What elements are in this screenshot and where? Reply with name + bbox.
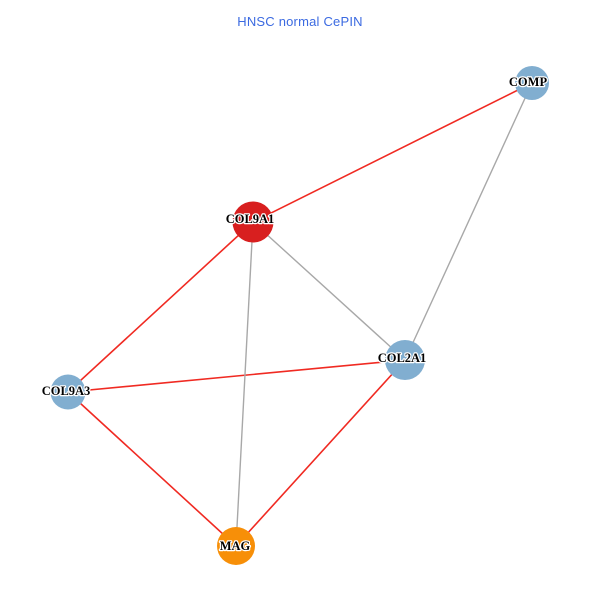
graph-edge-col9a3-mag[interactable]	[67, 391, 237, 547]
graph-edge-col9a3-col2a1[interactable]	[67, 359, 406, 393]
graph-node-col9a3[interactable]	[50, 374, 86, 410]
graph-edge-col9a1-comp[interactable]	[252, 82, 533, 223]
graph-node-mag[interactable]	[217, 527, 255, 565]
graph-node-comp[interactable]	[515, 66, 549, 100]
graph-node-label-col9a3: COL9A3	[42, 384, 91, 398]
graph-edge-col2a1-comp[interactable]	[404, 82, 533, 361]
graph-node-label-mag: MAG	[220, 539, 251, 553]
page-title: HNSC normal CePIN	[237, 14, 363, 29]
graph-edge-col9a1-mag[interactable]	[235, 221, 254, 547]
graph-edge-col2a1-mag[interactable]	[235, 359, 406, 547]
graph-node-col2a1[interactable]	[385, 340, 425, 380]
graph-node-label-col9a1: COL9A1	[226, 212, 275, 226]
graph-edge-col9a1-col9a3[interactable]	[67, 221, 254, 393]
graph-edge-col9a1-col2a1[interactable]	[252, 221, 406, 361]
graph-node-label-col2a1: COL2A1	[378, 351, 427, 365]
node-layer	[50, 66, 549, 565]
graph-node-label-comp: COMP	[509, 75, 548, 89]
edge-layer	[67, 82, 533, 547]
graph-node-col9a1[interactable]	[232, 201, 274, 243]
label-layer: COMP COL9A1 COL2A1 COL9A3 MAG	[40, 74, 548, 554]
